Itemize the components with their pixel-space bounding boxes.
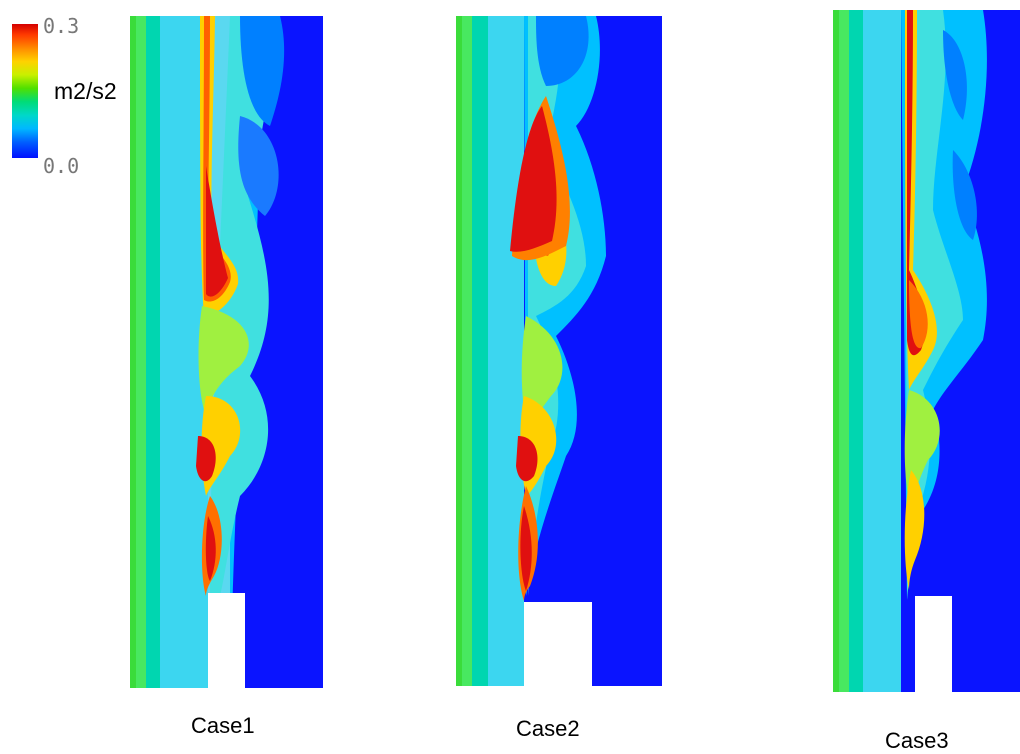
contour-panel-case3 — [833, 10, 1020, 692]
caption-case1: Case1 — [191, 713, 255, 739]
colorbar-min-label: 0.0 — [43, 154, 79, 178]
colorbar-unit-label: m2/s2 — [52, 78, 119, 105]
caption-case2: Case2 — [516, 716, 580, 742]
colorbar-max-label: 0.3 — [43, 14, 79, 38]
colorbar — [12, 24, 38, 158]
caption-case3: Case3 — [885, 728, 949, 754]
contour-panel-case2 — [456, 16, 662, 686]
contour-panel-case1 — [130, 16, 323, 688]
